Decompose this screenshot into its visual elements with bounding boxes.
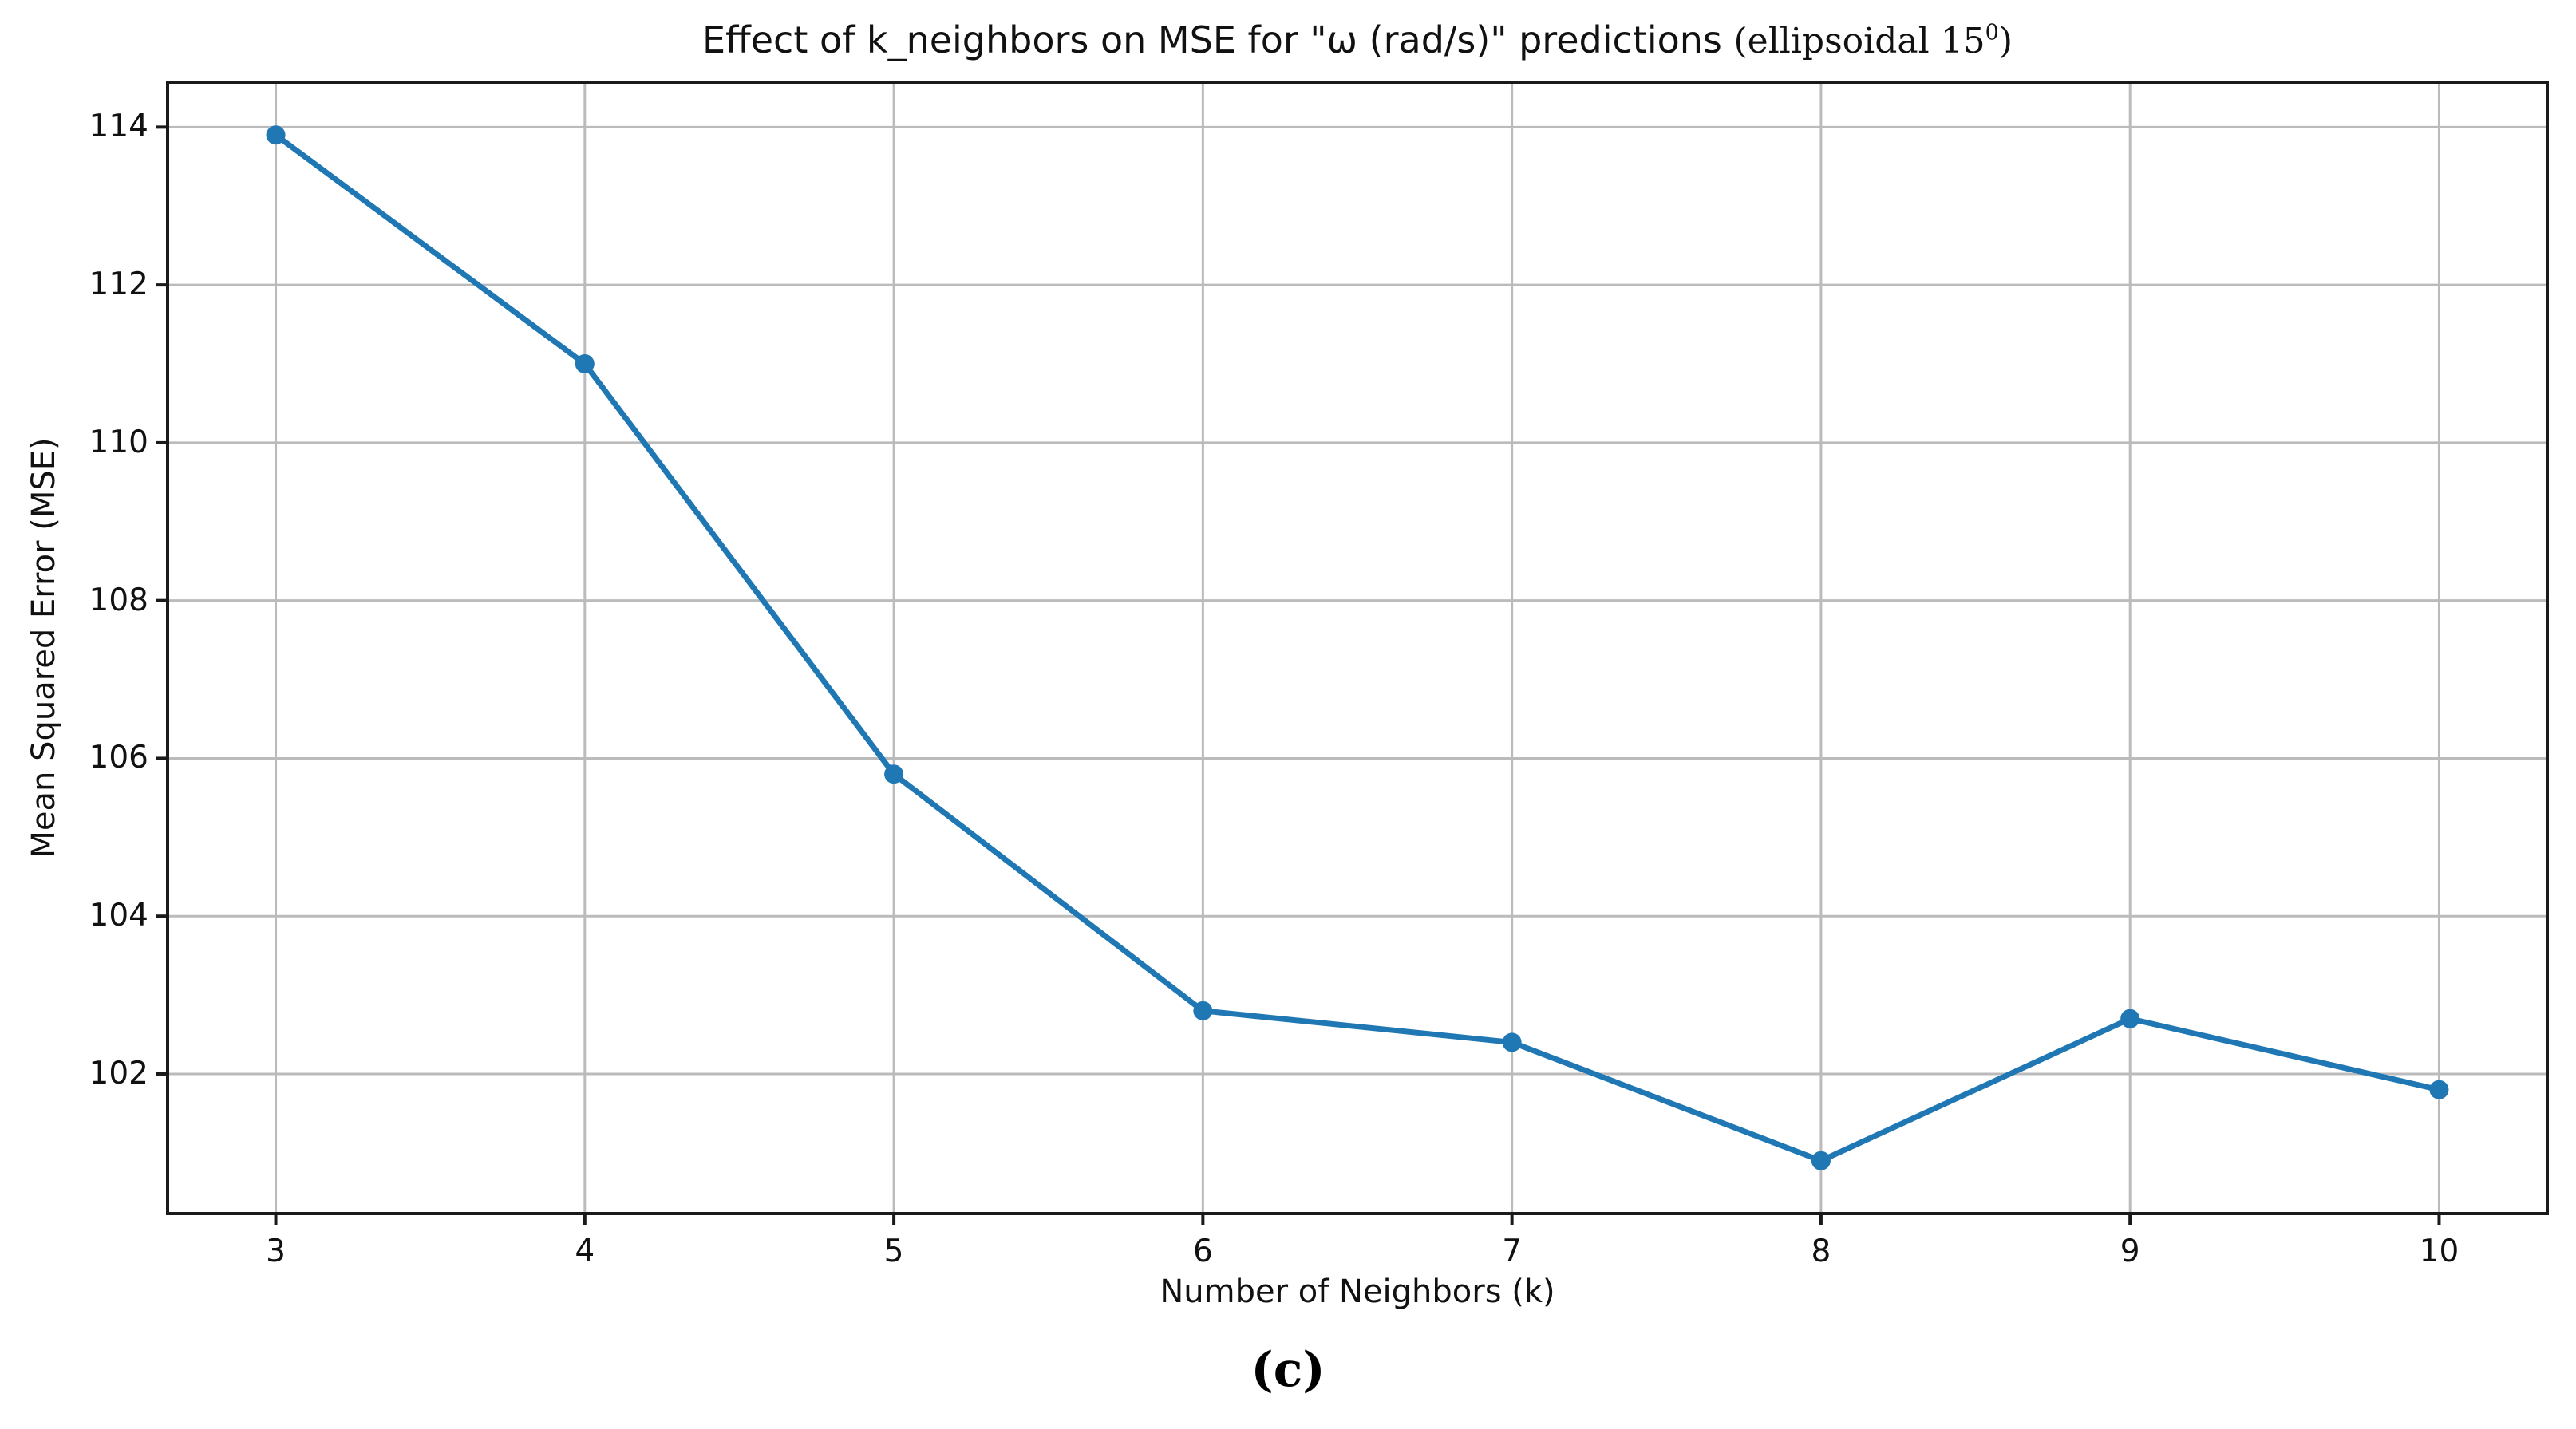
chart-title: Effect of k_neighbors on MSE for "ω (rad…: [168, 19, 2547, 62]
data-point-k5: [884, 764, 904, 784]
data-point-k9: [2120, 1009, 2140, 1028]
y-tick-label: 108: [89, 582, 148, 618]
data-point-k7: [1502, 1032, 1522, 1052]
data-point-k3: [266, 125, 286, 145]
data-point-k4: [575, 354, 595, 374]
y-tick-label: 104: [89, 898, 148, 934]
y-tick-label: 112: [89, 266, 148, 303]
x-tick-label: 3: [266, 1234, 286, 1269]
y-axis-label: Mean Squared Error (MSE): [26, 437, 62, 859]
x-tick-label: 8: [1811, 1234, 1831, 1269]
chart-title-close-paren: ): [1998, 21, 2013, 61]
x-tick-label: 7: [1502, 1234, 1523, 1269]
chart-title-math-text: (ellipsoidal 15: [1733, 21, 1985, 61]
subfigure-caption: (c): [1250, 1342, 1326, 1398]
y-tick-label: 106: [89, 740, 148, 776]
x-tick-label: 5: [883, 1234, 904, 1269]
data-point-k6: [1193, 1001, 1213, 1020]
y-tick-label: 110: [89, 424, 148, 460]
y-tick-label: 114: [89, 109, 148, 145]
chart-title-superscript: 0: [1985, 20, 1999, 45]
mse-line: [273, 132, 2442, 1164]
chart-title-text: Effect of k_neighbors on MSE for "ω (rad…: [701, 18, 1734, 61]
data-point-k10: [2429, 1080, 2449, 1099]
tick-marks: [156, 125, 2441, 1225]
data-point-k8: [1811, 1151, 1831, 1170]
axes-frame: [166, 81, 2549, 1215]
gridlines: [168, 82, 2547, 1214]
x-tick-label: 9: [2120, 1234, 2140, 1269]
x-axis-label: Number of Neighbors (k): [1160, 1273, 1555, 1310]
x-tick-label: 4: [575, 1234, 595, 1269]
x-tick-label: 10: [2419, 1234, 2459, 1269]
x-tick-label: 6: [1192, 1234, 1213, 1269]
y-tick-label: 102: [89, 1055, 148, 1091]
